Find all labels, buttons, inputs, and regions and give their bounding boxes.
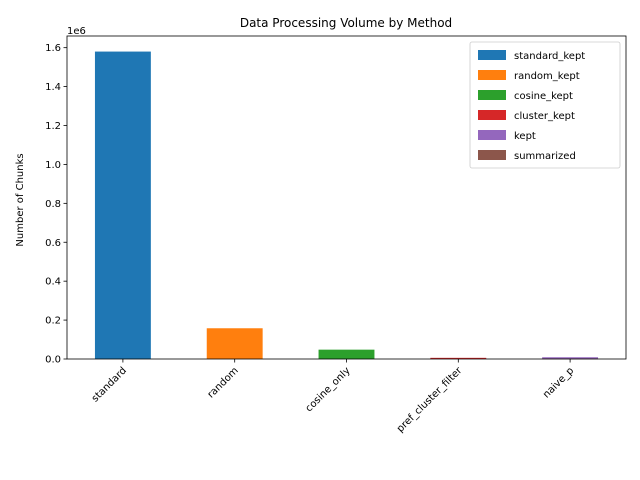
y-tick-label: 0.8: [45, 199, 61, 210]
y-tick-label: 0.6: [45, 238, 61, 249]
legend-label-cosine_kept: cosine_kept: [514, 91, 573, 102]
bar-kept-naive_p: [542, 357, 599, 359]
bar-cosine_kept-cosine_only: [318, 349, 375, 359]
legend-label-kept: kept: [514, 131, 536, 142]
y-tick-label: 1.4: [45, 82, 61, 93]
legend-swatch-summarized: [478, 150, 506, 160]
bar-cluster_kept-pref_cluster_filter: [430, 357, 487, 359]
legend-box: [469, 41, 621, 169]
y-tick-label: 0.0: [45, 355, 61, 366]
chart-title: Data Processing Volume by Method: [240, 16, 452, 30]
legend-swatch-standard_kept: [478, 50, 506, 60]
legend-swatch-kept: [478, 130, 506, 140]
y-tick-label: 1.0: [45, 160, 61, 171]
y-tick-label: 1.2: [45, 121, 61, 132]
y-axis-offset-label: 1e6: [67, 26, 86, 37]
y-tick-label: 1.6: [45, 43, 61, 54]
legend: standard_kept random_kept cosine_keptclust…: [469, 41, 621, 169]
legend-swatch-random_kept: [478, 70, 506, 80]
y-tick-label: 0.2: [45, 316, 61, 327]
bar-random_kept-random: [206, 328, 263, 359]
legend-label-random_kept: random_kept: [514, 71, 580, 82]
legend-label-cluster_kept: cluster_kept: [514, 111, 575, 122]
legend-swatch-cluster_kept: [478, 110, 506, 120]
legend-label-summarized: summarized: [514, 151, 576, 162]
y-axis-label: Number of Chunks: [15, 153, 26, 246]
bar-standard_kept-standard: [94, 51, 151, 359]
y-tick-label: 0.4: [45, 277, 61, 288]
legend-swatch-cosine_kept: [478, 90, 506, 100]
legend-label-standard_kept: standard_kept: [514, 51, 585, 62]
